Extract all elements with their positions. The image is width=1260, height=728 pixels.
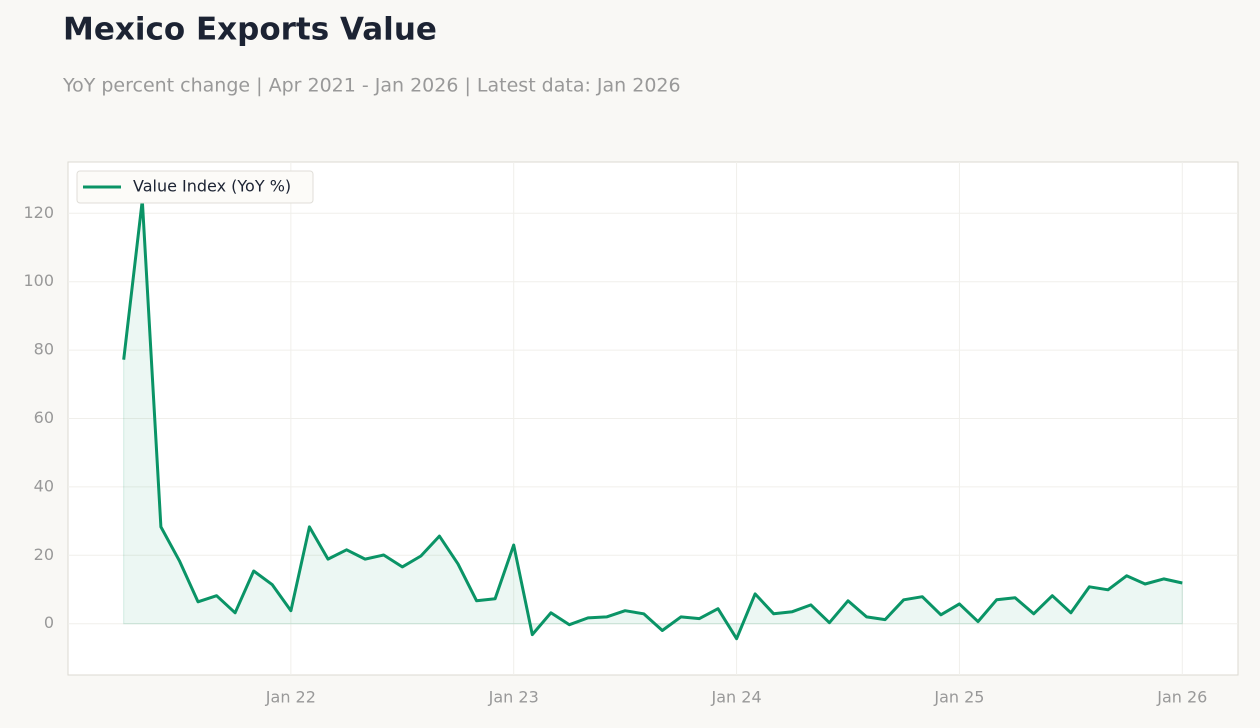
y-tick-label: 60 bbox=[34, 408, 54, 427]
x-tick-label: Jan 26 bbox=[1156, 688, 1207, 707]
x-tick-label: Jan 23 bbox=[488, 688, 539, 707]
line bbox=[122, 198, 1183, 641]
chart-subtitle: YoY percent change | Apr 2021 - Jan 2026… bbox=[62, 75, 681, 97]
legend-label: Value Index (YoY %) bbox=[133, 177, 291, 196]
x-tick-label: Jan 24 bbox=[711, 688, 762, 707]
legend: Value Index (YoY %) bbox=[76, 170, 314, 204]
chart-title: Mexico Exports Value bbox=[63, 12, 437, 48]
y-tick-label: 80 bbox=[34, 340, 54, 359]
x-tick-label: Jan 25 bbox=[933, 688, 984, 707]
legend-box bbox=[76, 170, 314, 204]
y-tick-label: 20 bbox=[34, 545, 54, 564]
y-tick-label: 120 bbox=[23, 203, 54, 222]
x-tick-label: Jan 22 bbox=[265, 688, 316, 707]
y-tick-label: 100 bbox=[23, 271, 54, 290]
y-tick-label: 0 bbox=[44, 613, 54, 632]
y-tick-label: 40 bbox=[34, 476, 54, 495]
